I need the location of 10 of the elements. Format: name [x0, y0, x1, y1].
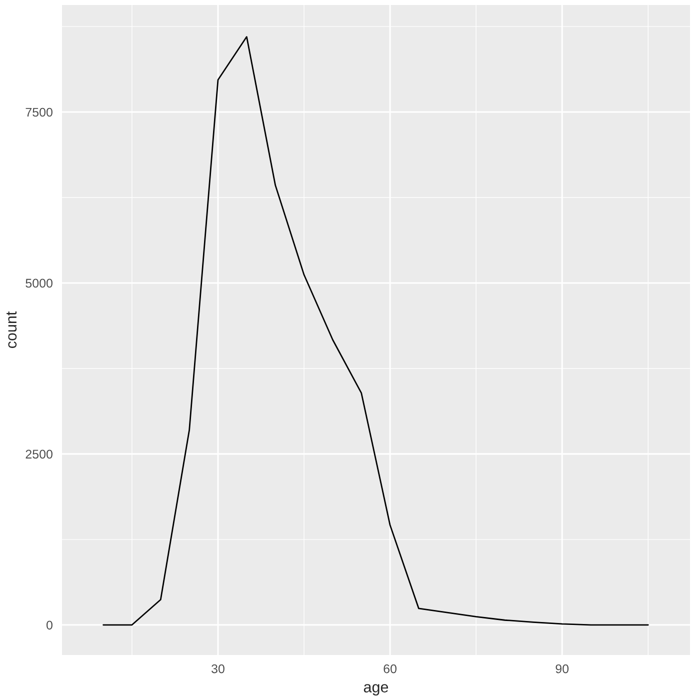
- line-series: [102, 36, 649, 626]
- y-tick-label: 7500: [26, 108, 52, 117]
- y-tick-label: 0: [46, 620, 52, 630]
- x-tick-label: 30: [212, 664, 224, 674]
- x-tick-label: 60: [384, 664, 397, 674]
- x-axis-title: age: [364, 684, 388, 696]
- x-tick-label: 90: [556, 664, 569, 674]
- y-tick-label: 2500: [26, 450, 52, 459]
- y-axis-title: count: [6, 311, 17, 348]
- y-tick-label: 5000: [26, 278, 52, 288]
